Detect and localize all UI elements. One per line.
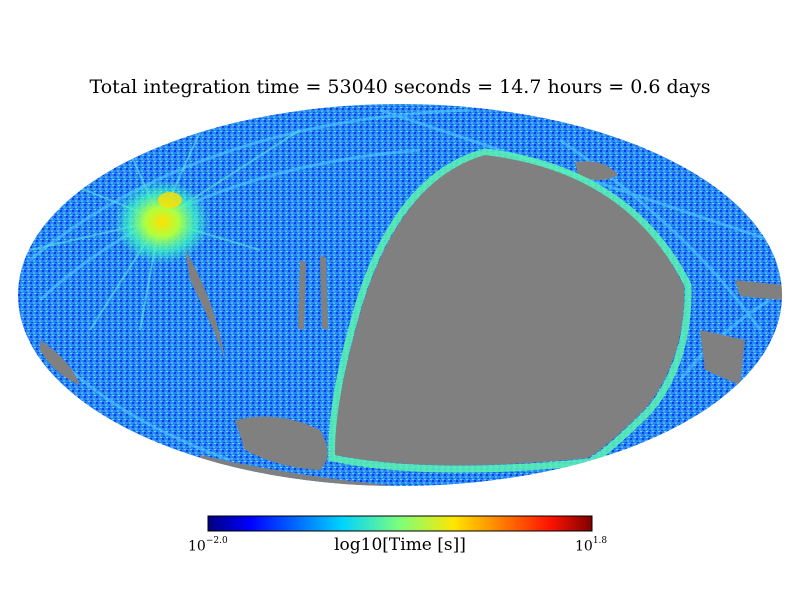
map-title: Total integration time = 53040 seconds =… xyxy=(89,76,711,98)
colorbar-min-tick: 10−2.0 xyxy=(188,536,228,555)
hotspot-glow xyxy=(114,180,210,264)
unobserved-gaps xyxy=(40,161,782,470)
hotspot-core xyxy=(158,192,182,208)
colorbar-max-tick: 101.8 xyxy=(575,536,608,555)
unobserved-region xyxy=(334,155,685,466)
sky-coverage xyxy=(18,104,782,486)
region-rim xyxy=(328,148,692,473)
colorbar-label: log10[Time [s]] xyxy=(334,535,466,555)
colorbar xyxy=(207,515,593,532)
